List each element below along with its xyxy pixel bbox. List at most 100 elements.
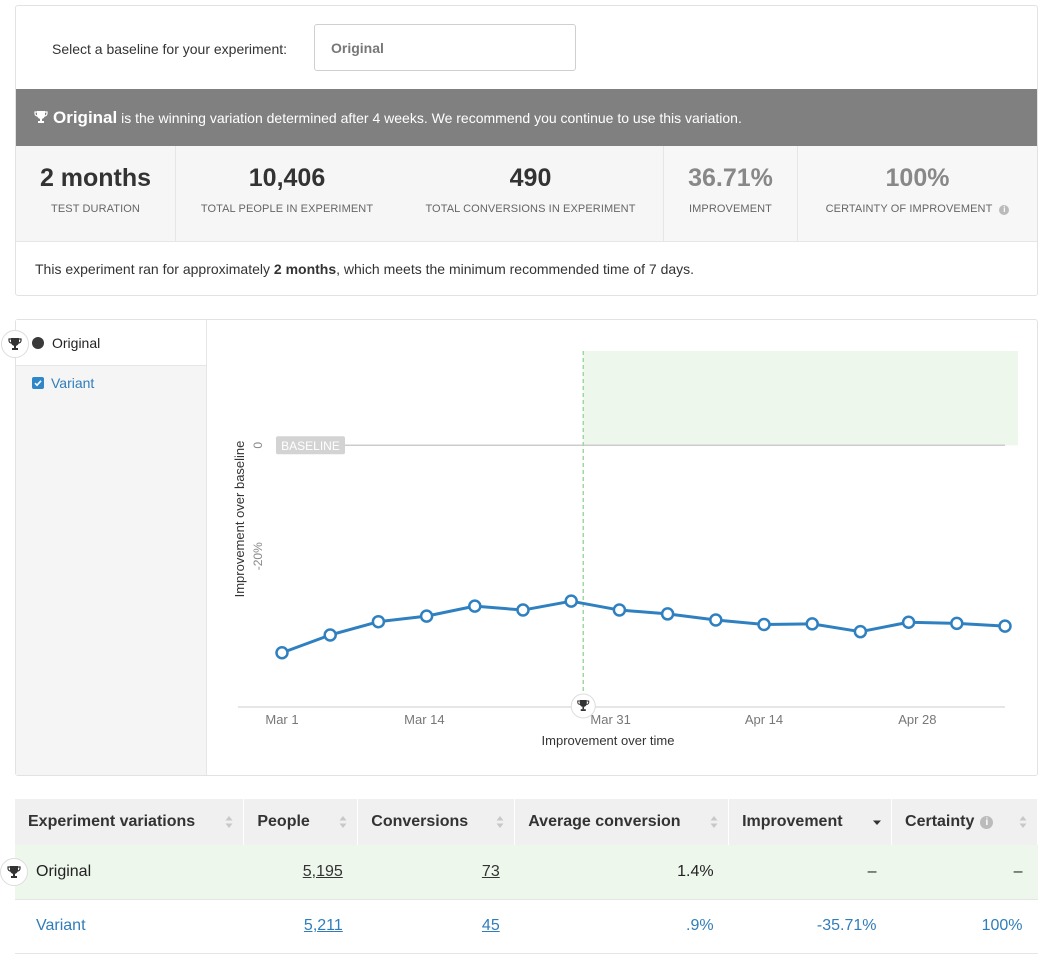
header-label: Experiment variations bbox=[28, 813, 196, 830]
info-icon[interactable]: i bbox=[999, 205, 1010, 215]
stat-label: TEST DURATION bbox=[51, 203, 140, 215]
cell-people: 5,211 bbox=[243, 899, 358, 954]
header-label: Conversions bbox=[371, 813, 469, 830]
table-header-row: Experiment variations People Conversions… bbox=[15, 799, 1038, 845]
data-point bbox=[709, 613, 723, 627]
cell-conversions: 73 bbox=[357, 845, 515, 900]
x-tick-label: Mar 31 bbox=[590, 712, 630, 727]
data-point bbox=[950, 616, 964, 631]
baseline-select[interactable]: Original bbox=[314, 24, 576, 71]
sort-icon bbox=[1019, 816, 1027, 828]
y-tick-label: -20% bbox=[251, 542, 265, 570]
improvement-chart-card: Original Variant BASELINE 0 -20% Improvemen… bbox=[1, 319, 1038, 776]
data-point bbox=[998, 619, 1012, 633]
data-point bbox=[419, 609, 434, 623]
legend-original-label: Original bbox=[52, 335, 101, 351]
stat-label: TOTAL CONVERSIONS IN EXPERIMENT bbox=[425, 203, 636, 215]
cell-certainty: – bbox=[891, 845, 1038, 900]
header-improvement[interactable]: Improvement bbox=[728, 799, 893, 845]
legend-item-original: Original bbox=[1, 320, 206, 366]
baseline-label: Select a baseline for your experiment: bbox=[52, 41, 288, 57]
data-point bbox=[516, 603, 530, 617]
x-tick-label: Mar 1 bbox=[265, 712, 298, 727]
winner-message-text: is the winning variation determined afte… bbox=[121, 110, 742, 126]
data-point bbox=[371, 614, 386, 629]
stat-value: 10,406 bbox=[248, 164, 326, 192]
row-trophy-badge bbox=[0, 858, 28, 886]
stat-certainty: 100% CERTAINTY OF IMPROVEMENT i bbox=[798, 146, 1037, 241]
series-line-variant bbox=[281, 599, 1006, 655]
header-people[interactable]: People bbox=[243, 799, 359, 845]
people-link[interactable]: 5,195 bbox=[302, 862, 343, 880]
cell-variation-name: Variant bbox=[15, 899, 244, 954]
winner-region bbox=[583, 351, 1018, 446]
data-point bbox=[901, 615, 916, 629]
sort-icon bbox=[339, 816, 347, 828]
stat-test-duration: 2 months TEST DURATION bbox=[16, 146, 176, 241]
winner-name: Original bbox=[53, 108, 118, 127]
data-point bbox=[468, 599, 482, 613]
header-variations[interactable]: Experiment variations bbox=[15, 799, 245, 845]
stat-total-conversions: 490 TOTAL CONVERSIONS IN EXPERIMENT bbox=[398, 146, 664, 241]
stat-value: 100% bbox=[885, 164, 950, 192]
x-tick-label: Apr 28 bbox=[898, 712, 936, 727]
legend-panel: Original Variant bbox=[1, 320, 207, 775]
cell-average-conversion: .9% bbox=[514, 899, 729, 954]
table-row-variant: Variant 5,211 45 .9% -35.71% 100% bbox=[15, 899, 1038, 954]
sort-icon bbox=[225, 816, 233, 828]
header-label: Certainty bbox=[905, 813, 975, 830]
sort-icon bbox=[710, 816, 718, 828]
header-label: Average conversion bbox=[528, 813, 681, 830]
legend-variant-label: Variant bbox=[51, 375, 95, 391]
baseline-tag-label: BASELINE bbox=[281, 439, 340, 453]
data-point bbox=[853, 624, 868, 639]
winner-message: Original is the winning variation determ… bbox=[53, 108, 742, 128]
stat-label: IMPROVEMENT bbox=[689, 203, 772, 215]
conversions-link[interactable]: 73 bbox=[481, 862, 500, 880]
stat-value: 2 months bbox=[39, 164, 152, 192]
data-point bbox=[805, 617, 819, 631]
baseline-tag bbox=[276, 436, 345, 455]
people-link[interactable]: 5,211 bbox=[303, 917, 343, 934]
info-icon[interactable]: i bbox=[980, 816, 994, 829]
variations-table: Experiment variations People Conversions… bbox=[0, 799, 1038, 954]
data-point bbox=[275, 646, 289, 660]
data-point bbox=[564, 594, 578, 608]
trophy-icon bbox=[8, 338, 22, 350]
legend-trophy-badge bbox=[1, 330, 29, 358]
variation-name[interactable]: Variant bbox=[36, 917, 86, 934]
winner-banner: Original is the winning variation determ… bbox=[16, 89, 1037, 146]
cell-variation-name: Original bbox=[0, 845, 244, 900]
original-color-dot bbox=[32, 337, 44, 349]
y-tick-label: 0 bbox=[251, 442, 265, 449]
duration-note-suffix: , which meets the minimum recommended ti… bbox=[336, 261, 695, 277]
checkmark-icon bbox=[34, 380, 42, 387]
header-conversions[interactable]: Conversions bbox=[357, 799, 516, 845]
duration-note-bold: 2 months bbox=[273, 261, 337, 277]
stat-value: 36.71% bbox=[688, 164, 773, 192]
stat-label-text: CERTAINTY OF IMPROVEMENT bbox=[825, 203, 993, 215]
stat-label: CERTAINTY OF IMPROVEMENT i bbox=[798, 203, 1037, 215]
header-certainty[interactable]: Certainty i bbox=[891, 799, 1038, 845]
table-row-original: Original 5,195 73 1.4% – – bbox=[0, 845, 1038, 900]
variant-checkbox[interactable] bbox=[32, 377, 44, 389]
cell-average-conversion: 1.4% bbox=[514, 845, 729, 900]
trophy-icon bbox=[34, 111, 48, 123]
x-tick-label: Apr 14 bbox=[745, 712, 783, 727]
data-point bbox=[612, 603, 627, 617]
cell-improvement: – bbox=[728, 845, 892, 900]
sort-desc-icon bbox=[873, 820, 882, 825]
variation-name: Original bbox=[36, 862, 92, 880]
header-label: Improvement bbox=[742, 813, 843, 830]
data-point bbox=[323, 628, 337, 642]
cell-people: 5,195 bbox=[243, 845, 358, 900]
trophy-icon bbox=[7, 866, 21, 878]
improvement-chart: BASELINE 0 -20% Improvement over baseline Ma… bbox=[232, 351, 1018, 748]
cell-certainty: 100% bbox=[891, 899, 1038, 954]
duration-note-prefix: This experiment ran for approximately bbox=[35, 261, 270, 277]
duration-note: This experiment ran for approximately 2 … bbox=[16, 242, 1037, 277]
conversions-link[interactable]: 45 bbox=[481, 917, 500, 934]
stat-label: TOTAL PEOPLE IN EXPERIMENT bbox=[200, 203, 374, 215]
header-average-conversion[interactable]: Average conversion bbox=[514, 799, 730, 845]
trophy-icon bbox=[577, 700, 590, 711]
